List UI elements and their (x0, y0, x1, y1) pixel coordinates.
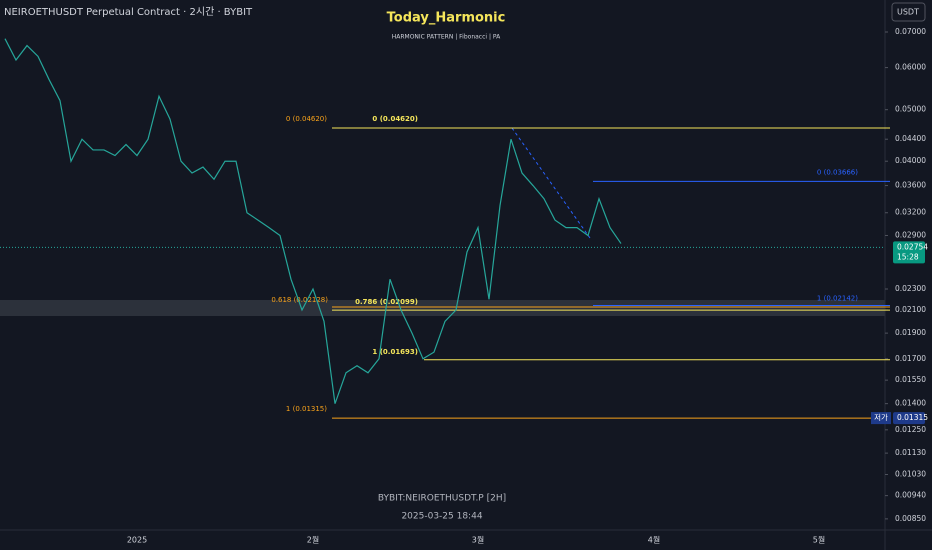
watermark-symbol: BYBIT:NEIROETHUSDT.P [2H] (378, 494, 506, 504)
y-tick-label: 0.01900 (895, 328, 926, 337)
y-tick-label: 0.05000 (895, 105, 926, 114)
support-zone (0, 300, 885, 316)
y-tick-label: 0.04400 (895, 134, 926, 143)
symbol: NEIROETHUSDT Perpetual Contract · 2시간 · … (4, 6, 253, 18)
fib-label: 1 (0.01693) (372, 348, 418, 356)
y-tick-label: 0.07000 (895, 27, 926, 36)
last-price-badge (893, 241, 925, 264)
watermark-time: 2025-03-25 18:44 (401, 512, 482, 522)
y-tick-label: 0.02300 (895, 284, 926, 293)
y-tick-label: 0.01030 (895, 470, 926, 479)
y-tick-label: 0.01250 (895, 425, 926, 434)
y-tick-label: 0.01700 (895, 354, 926, 363)
fib-label: 1 (0.01315) (286, 405, 327, 413)
fib-label: 0 (0.03666) (817, 168, 858, 176)
fib-label: 1 (0.02142) (817, 294, 858, 302)
y-tick-label: 0.06000 (895, 63, 926, 72)
currency-label: USDT (897, 8, 919, 17)
chart-title: Today_Harmonic (387, 11, 506, 26)
low-badge (893, 412, 925, 425)
fib-label: 0 (0.04620) (372, 115, 418, 123)
y-tick-label: 0.04000 (895, 156, 926, 165)
chart-subtitle: HARMONIC PATTERN | Fibonacci | PA (392, 34, 501, 41)
price-line (4, 38, 622, 404)
x-tick-label: 2025 (127, 536, 147, 545)
x-tick-label: 3월 (472, 535, 484, 545)
x-tick-label: 2월 (307, 535, 319, 545)
y-tick-label: 0.02900 (895, 230, 926, 239)
pattern-leg (511, 127, 591, 239)
low-label: 저가 (874, 413, 888, 422)
y-tick-label: 0.01550 (895, 375, 926, 384)
y-tick-label: 0.01400 (895, 399, 926, 408)
countdown: 15:28 (897, 252, 919, 261)
y-tick-label: 0.00940 (895, 491, 926, 500)
y-tick-label: 0.02100 (895, 305, 926, 314)
x-tick-label: 5월 (813, 535, 825, 545)
y-tick-label: 0.03600 (895, 181, 926, 190)
last-price: 0.02754 (897, 242, 928, 251)
y-tick-label: 0.01130 (895, 448, 926, 457)
y-tick-label: 0.00850 (895, 514, 926, 523)
y-tick-label: 0.03200 (895, 208, 926, 217)
low-price: 0.01315 (897, 413, 928, 422)
currency-button[interactable] (891, 2, 926, 22)
low-tag (871, 412, 891, 425)
fib-label: 0 (0.04620) (286, 115, 327, 123)
fib-label: 0.618 (0.02128) (271, 296, 328, 304)
x-tick-label: 4월 (648, 535, 660, 545)
